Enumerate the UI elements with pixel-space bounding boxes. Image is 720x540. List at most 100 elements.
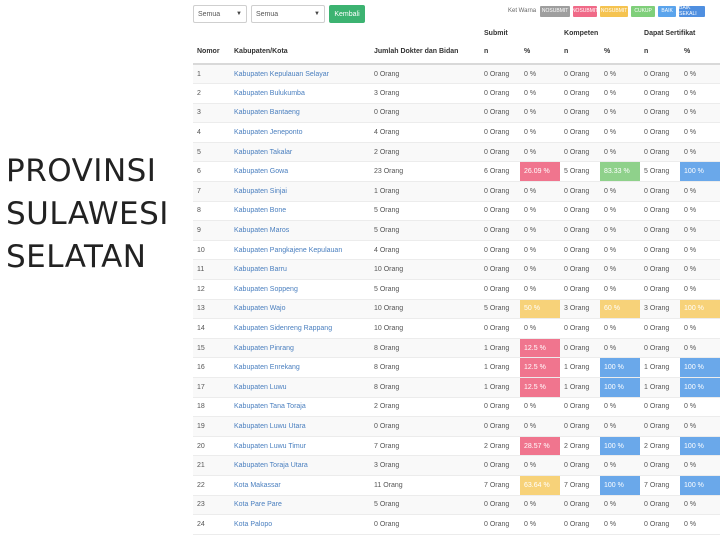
row-kompeten-pct: 0 % [600,318,641,339]
filter-select-1[interactable]: Semua ▼ [193,5,247,23]
row-kabupaten[interactable]: Kabupaten Pinrang [230,338,370,359]
row-sertifikat-pct: 100 % [680,475,720,496]
row-sertifikat-n: 2 Orang [640,436,681,457]
row-kabupaten[interactable]: Kabupaten Toraja Utara [230,455,370,476]
row-kompeten-pct: 0 % [600,181,641,202]
column-header-kabupaten[interactable]: Kabupaten/Kota [230,40,370,65]
row-jumlah: 10 Orang [370,318,480,339]
row-submit-pct: 0 % [520,64,561,85]
row-kompeten-pct: 0 % [600,495,641,516]
table-row: 6 Kabupaten Gowa 23 Orang 6 Orang 26.09 % 5 O… [193,161,720,183]
row-kabupaten[interactable]: Kabupaten Luwu Timur [230,436,370,457]
column-header-kompeten-n[interactable]: n [560,40,601,65]
row-jumlah: 5 Orang [370,220,480,241]
row-submit-n: 0 Orang [480,220,520,241]
row-kompeten-n: 1 Orang [560,357,601,378]
column-header-nomor[interactable]: Nomor [193,40,230,65]
row-kompeten-n: 0 Orang [560,64,601,85]
row-kabupaten[interactable]: Kabupaten Luwu Utara [230,416,370,437]
row-kompeten-n: 0 Orang [560,122,601,143]
row-jumlah: 3 Orang [370,455,480,476]
row-kabupaten[interactable]: Kabupaten Sidenreng Rappang [230,318,370,339]
row-submit-pct: 50 % [520,299,561,320]
row-sertifikat-n: 1 Orang [640,377,681,398]
row-submit-n: 2 Orang [480,436,520,457]
table-row: 7 Kabupaten Sinjai 1 Orang 0 Orang 0 % 0 Oran… [193,181,720,202]
table-row: 15 Kabupaten Pinrang 8 Orang 1 Orang 12.5 % 0… [193,338,720,359]
row-kabupaten[interactable]: Kabupaten Bone [230,201,370,222]
row-kompeten-n: 0 Orang [560,240,601,261]
row-sertifikat-n: 0 Orang [640,495,681,516]
row-kabupaten[interactable]: Kabupaten Bantaeng [230,103,370,124]
column-header-kompeten-pct[interactable]: % [600,40,641,65]
row-kompeten-pct: 0 % [600,397,641,418]
row-jumlah: 0 Orang [370,514,480,535]
table-row: 11 Kabupaten Barru 10 Orang 0 Orang 0 % 0 Ora… [193,259,720,281]
table-row: 12 Kabupaten Soppeng 5 Orang 0 Orang 0 % 0 Or… [193,279,720,300]
row-kabupaten[interactable]: Kabupaten Tana Toraja [230,397,370,418]
row-jumlah: 0 Orang [370,103,480,124]
row-kompeten-pct: 83.33 % [600,161,641,183]
row-kabupaten[interactable]: Kabupaten Sinjai [230,181,370,202]
row-submit-pct: 12.5 % [520,357,561,378]
row-sertifikat-n: 0 Orang [640,83,681,104]
row-kompeten-pct: 0 % [600,122,641,143]
row-kabupaten[interactable]: Kabupaten Bulukumba [230,83,370,104]
row-kabupaten[interactable]: Kabupaten Enrekang [230,357,370,378]
row-kompeten-pct: 0 % [600,259,641,281]
filter-select-2[interactable]: Semua ▼ [251,5,325,23]
row-kabupaten[interactable]: Kabupaten Gowa [230,161,370,183]
row-kabupaten[interactable]: Kabupaten Barru [230,259,370,281]
row-submit-n: 0 Orang [480,318,520,339]
row-kabupaten[interactable]: Kota Pare Pare [230,495,370,516]
row-jumlah: 11 Orang [370,475,480,496]
row-kabupaten[interactable]: Kabupaten Kepulauan Selayar [230,64,370,85]
row-number: 6 [193,161,230,183]
row-kompeten-n: 0 Orang [560,181,601,202]
column-header-submit-pct[interactable]: % [520,40,561,65]
row-kompeten-pct: 0 % [600,201,641,222]
back-button[interactable]: Kembali [329,5,365,23]
row-kabupaten[interactable]: Kabupaten Maros [230,220,370,241]
column-header-jumlah[interactable]: Jumlah Dokter dan Bidan [370,40,480,65]
row-jumlah: 10 Orang [370,259,480,281]
row-sertifikat-pct: 100 % [680,161,720,183]
province-title: PROVINSI SULAWESI SELATAN [6,150,186,279]
row-kompeten-pct: 0 % [600,455,641,476]
province-title-line: SELATAN [6,239,147,275]
column-header-sertifikat-pct[interactable]: % [680,40,720,65]
row-sertifikat-pct: 0 % [680,259,720,281]
row-kompeten-n: 2 Orang [560,436,601,457]
row-kompeten-pct: 100 % [600,436,641,457]
row-kabupaten[interactable]: Kabupaten Takalar [230,142,370,163]
table-row: 10 Kabupaten Pangkajene Kepulauan 4 Orang 0… [193,240,720,261]
row-submit-n: 0 Orang [480,103,520,124]
row-kabupaten[interactable]: Kabupaten Wajo [230,299,370,320]
row-sertifikat-n: 0 Orang [640,279,681,300]
table-row: 18 Kabupaten Tana Toraja 2 Orang 0 Orang 0 %… [193,397,720,418]
row-sertifikat-n: 0 Orang [640,416,681,437]
row-number: 14 [193,318,230,339]
row-sertifikat-n: 0 Orang [640,122,681,143]
table-row: 20 Kabupaten Luwu Timur 7 Orang 2 Orang 28.5… [193,436,720,457]
row-kabupaten[interactable]: Kota Palopo [230,514,370,535]
row-jumlah: 3 Orang [370,83,480,104]
row-number: 9 [193,220,230,241]
data-table: Submit Kompeten Dapat Sertifikat Nomor K… [193,26,720,535]
row-jumlah: 2 Orang [370,397,480,418]
row-submit-n: 5 Orang [480,299,520,320]
row-kabupaten[interactable]: Kabupaten Soppeng [230,279,370,300]
row-kompeten-n: 5 Orang [560,161,601,183]
row-sertifikat-pct: 0 % [680,103,720,124]
row-sertifikat-n: 0 Orang [640,201,681,222]
row-kabupaten[interactable]: Kota Makassar [230,475,370,496]
row-kabupaten[interactable]: Kabupaten Luwu [230,377,370,398]
row-kabupaten[interactable]: Kabupaten Pangkajene Kepulauan [230,240,370,261]
column-header-submit-n[interactable]: n [480,40,520,65]
row-submit-n: 0 Orang [480,64,520,85]
row-sertifikat-pct: 0 % [680,416,720,437]
row-submit-pct: 0 % [520,416,561,437]
row-kompeten-pct: 0 % [600,240,641,261]
row-kabupaten[interactable]: Kabupaten Jeneponto [230,122,370,143]
column-header-sertifikat-n[interactable]: n [640,40,681,65]
